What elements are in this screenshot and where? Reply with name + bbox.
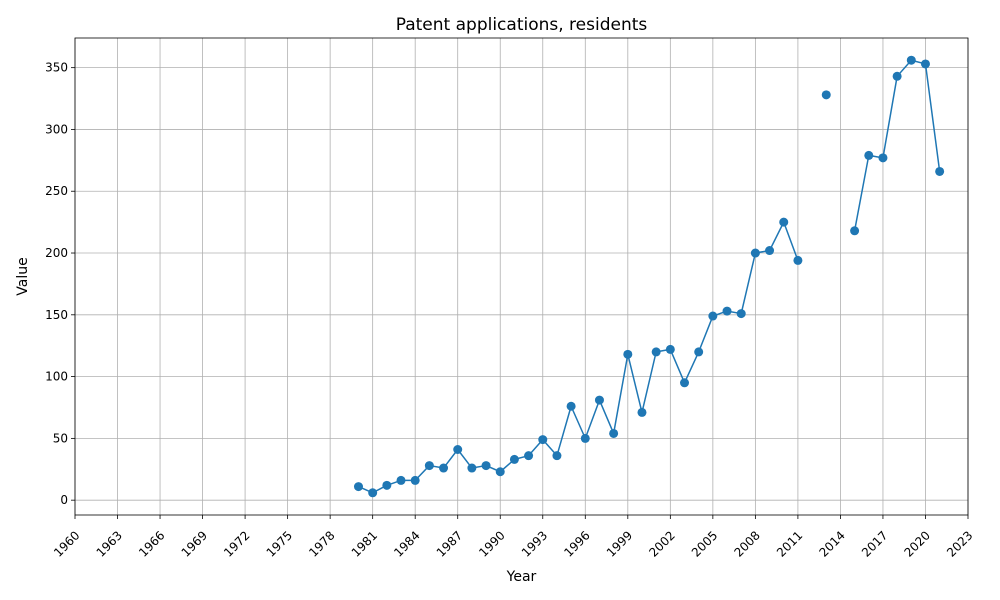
x-tick-label: 1996 [561,528,592,559]
y-axis-ticks: 0 50 100 150 200 250 300 350 [45,61,75,507]
data-point [538,435,548,445]
x-tick-label: 1969 [179,528,210,559]
data-point [594,395,604,405]
data-point [750,248,760,258]
x-tick-label: 1990 [476,528,507,559]
data-point [864,150,874,160]
data-point [793,255,803,265]
data-point [680,378,690,388]
data-point [424,461,434,471]
data-point [892,71,902,81]
x-tick-label: 2002 [646,528,677,559]
data-point [609,428,619,438]
data-point [779,217,789,227]
data-series [353,55,945,498]
x-tick-label: 2020 [902,528,933,559]
y-tick-label: 350 [45,61,68,75]
data-point [637,407,647,417]
x-tick-label: 2017 [859,528,890,559]
data-point [467,463,477,473]
x-axis-ticks: 1960 1963 1966 1969 1972 1975 1978 1981 1984 1987… [51,515,976,560]
data-point [651,347,661,357]
data-point [410,475,420,485]
x-tick-label: 2011 [774,528,805,559]
y-axis-title: Value [15,257,31,295]
data-point [708,311,718,321]
data-point [552,451,562,461]
x-tick-label: 1972 [221,528,252,559]
data-point [495,467,505,477]
y-tick-label: 0 [60,493,68,507]
x-tick-label: 1966 [136,528,167,559]
x-tick-label: 1960 [51,528,82,559]
x-tick-label: 2008 [731,528,762,559]
data-point [694,347,704,357]
y-tick-label: 150 [45,308,68,322]
data-point [736,309,746,319]
data-point [906,55,916,65]
data-point [396,475,406,485]
data-point [439,463,449,473]
data-point [920,59,930,69]
data-point [453,445,463,455]
data-point [878,153,888,163]
x-tick-label: 1984 [391,528,422,559]
x-tick-label: 1993 [519,528,550,559]
data-point [935,166,945,176]
data-point [850,226,860,236]
plot-frame [74,37,969,516]
x-tick-label: 1999 [604,528,635,559]
data-point [566,401,576,411]
y-tick-label: 50 [53,431,68,445]
x-tick-label: 2005 [689,528,720,559]
data-point [481,461,491,471]
data-point [368,488,378,498]
x-axis-title: Year [506,569,537,585]
x-tick-label: 1978 [306,528,337,559]
series-line [853,59,941,231]
data-point [382,480,392,490]
data-point [580,433,590,443]
grid-lines [74,38,969,515]
data-point [353,482,363,492]
x-tick-label: 1987 [434,528,465,559]
y-tick-label: 250 [45,184,68,198]
y-tick-label: 200 [45,246,68,260]
data-point [623,349,633,359]
y-tick-label: 300 [45,122,68,136]
data-point [722,306,732,316]
y-tick-label: 100 [45,370,68,384]
series-line [358,221,799,494]
data-point [509,454,519,464]
data-point [665,344,675,354]
data-point [765,246,775,256]
x-tick-label: 1981 [349,528,380,559]
chart-title: Patent applications, residents [396,15,648,35]
data-point [821,90,831,100]
data-point [524,451,534,461]
x-tick-label: 1963 [94,528,125,559]
x-tick-label: 2014 [816,528,847,559]
x-tick-label: 1975 [264,528,295,559]
x-tick-label: 2023 [944,528,975,559]
